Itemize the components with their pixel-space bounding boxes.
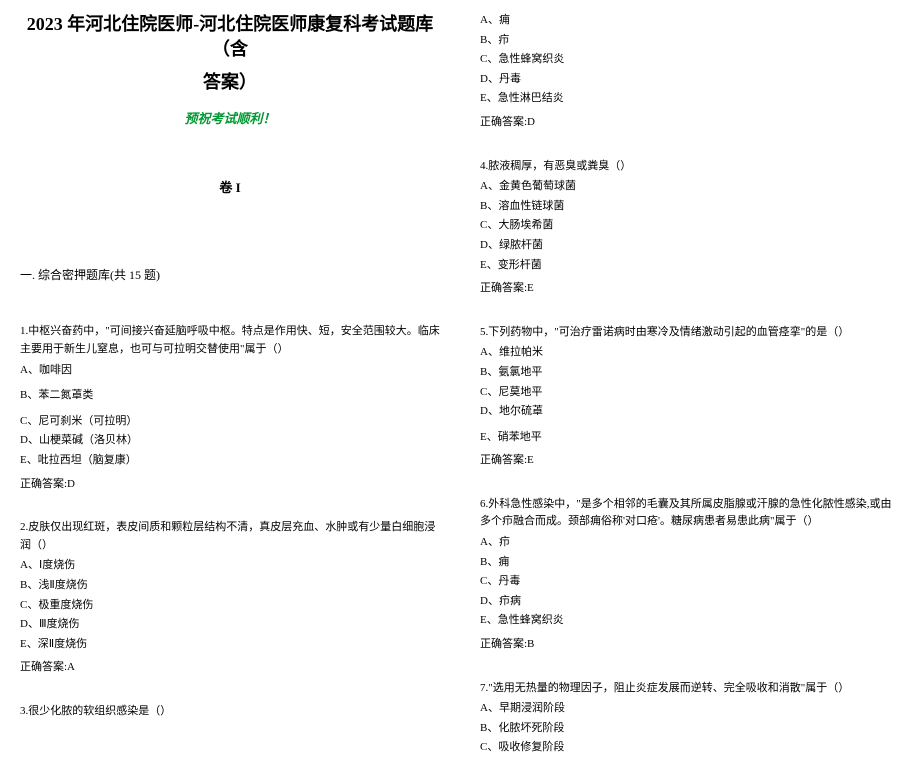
question-text: 5.下列药物中，"可治疗雷诺病时由寒冷及情绪激动引起的血管痉挛"的是（） xyxy=(480,324,900,342)
option-a: A、疖 xyxy=(480,534,900,552)
answer: 正确答案:E xyxy=(480,452,900,470)
option-b: B、化脓坏死阶段 xyxy=(480,720,900,738)
wish-text: 预祝考试顺利！ xyxy=(20,108,440,127)
option-c: C、尼莫地平 xyxy=(480,384,900,402)
right-column: A、痈 B、疖 C、急性蜂窝织炎 D、丹毒 E、急性淋巴结炎 正确答案:D 4.… xyxy=(460,0,920,651)
option-d: D、地尔硫䓬 xyxy=(480,403,900,421)
option-b: B、氨氯地平 xyxy=(480,364,900,382)
option-a: A、咖啡因 xyxy=(20,362,440,380)
question-5: 5.下列药物中，"可治疗雷诺病时由寒冷及情绪激动引起的血管痉挛"的是（） A、维… xyxy=(480,324,900,470)
document-title-line1: 2023 年河北住院医师-河北住院医师康复科考试题库（含 xyxy=(20,12,440,62)
option-d: D、Ⅲ度烧伤 xyxy=(20,616,440,634)
option-e: E、吡拉西坦（脑复康） xyxy=(20,452,440,470)
option-c: C、极重度烧伤 xyxy=(20,597,440,615)
question-4: 4.脓液稠厚，有恶臭或粪臭（） A、金黄色葡萄球菌 B、溶血性链球菌 C、大肠埃… xyxy=(480,158,900,298)
option-a: A、维拉帕米 xyxy=(480,344,900,362)
question-3: 3.很少化脓的软组织感染是（） xyxy=(20,703,440,721)
option-c: C、丹毒 xyxy=(480,573,900,591)
option-e: E、急性淋巴结炎 xyxy=(480,90,900,108)
option-b: B、疖 xyxy=(480,32,900,50)
question-6: 6.外科急性感染中，"是多个相邻的毛囊及其所属皮脂腺或汗腺的急性化脓性感染,或由… xyxy=(480,496,900,654)
option-a: A、早期浸润阶段 xyxy=(480,700,900,718)
option-a: A、Ⅰ度烧伤 xyxy=(20,557,440,575)
option-b: B、浅Ⅱ度烧伤 xyxy=(20,577,440,595)
question-2: 2.皮肤仅出现红斑，表皮间质和颗粒层结构不清，真皮层充血、水肿或有少量白细胞浸润… xyxy=(20,519,440,677)
question-7: 7."选用无热量的物理因子，阻止炎症发展而逆转、完全吸收和消散"属于（） A、早… xyxy=(480,680,900,757)
option-c: C、尼可刹米（可拉明） xyxy=(20,413,440,431)
question-1: 1.中枢兴奋药中，"可间接兴奋延脑呼吸中枢。特点是作用快、短，安全范围较大。临床… xyxy=(20,323,440,493)
question-text: 7."选用无热量的物理因子，阻止炎症发展而逆转、完全吸收和消散"属于（） xyxy=(480,680,900,698)
volume-label: 卷 I xyxy=(20,177,440,196)
option-c: C、大肠埃希菌 xyxy=(480,217,900,235)
answer: 正确答案:D xyxy=(480,114,900,132)
option-b: B、苯二氮䓬类 xyxy=(20,387,440,405)
left-column: 2023 年河北住院医师-河北住院医师康复科考试题库（含 答案） 预祝考试顺利！… xyxy=(0,0,460,651)
question-3-continued: A、痈 B、疖 C、急性蜂窝织炎 D、丹毒 E、急性淋巴结炎 正确答案:D xyxy=(480,12,900,132)
document-title-line2: 答案） xyxy=(20,68,440,94)
option-c: C、急性蜂窝织炎 xyxy=(480,51,900,69)
answer: 正确答案:E xyxy=(480,280,900,298)
option-b: B、痈 xyxy=(480,554,900,572)
option-e: E、硝苯地平 xyxy=(480,429,900,447)
question-text: 1.中枢兴奋药中，"可间接兴奋延脑呼吸中枢。特点是作用快、短，安全范围较大。临床… xyxy=(20,323,440,358)
exam-page: 2023 年河北住院医师-河北住院医师康复科考试题库（含 答案） 预祝考试顺利！… xyxy=(0,0,920,651)
option-e: E、变形杆菌 xyxy=(480,257,900,275)
answer: 正确答案:A xyxy=(20,659,440,677)
option-a: A、痈 xyxy=(480,12,900,30)
option-d: D、山梗菜碱（洛贝林） xyxy=(20,432,440,450)
option-c: C、吸收修复阶段 xyxy=(480,739,900,757)
option-e: E、急性蜂窝织炎 xyxy=(480,612,900,630)
option-d: D、疖病 xyxy=(480,593,900,611)
question-text: 3.很少化脓的软组织感染是（） xyxy=(20,703,440,721)
question-text: 2.皮肤仅出现红斑，表皮间质和颗粒层结构不清，真皮层充血、水肿或有少量白细胞浸润… xyxy=(20,519,440,554)
option-b: B、溶血性链球菌 xyxy=(480,198,900,216)
question-text: 4.脓液稠厚，有恶臭或粪臭（） xyxy=(480,158,900,176)
question-text: 6.外科急性感染中，"是多个相邻的毛囊及其所属皮脂腺或汗腺的急性化脓性感染,或由… xyxy=(480,496,900,531)
option-d: D、绿脓杆菌 xyxy=(480,237,900,255)
answer: 正确答案:D xyxy=(20,476,440,494)
option-a: A、金黄色葡萄球菌 xyxy=(480,178,900,196)
section-header: 一. 综合密押题库(共 15 题) xyxy=(20,266,440,283)
option-d: D、丹毒 xyxy=(480,71,900,89)
